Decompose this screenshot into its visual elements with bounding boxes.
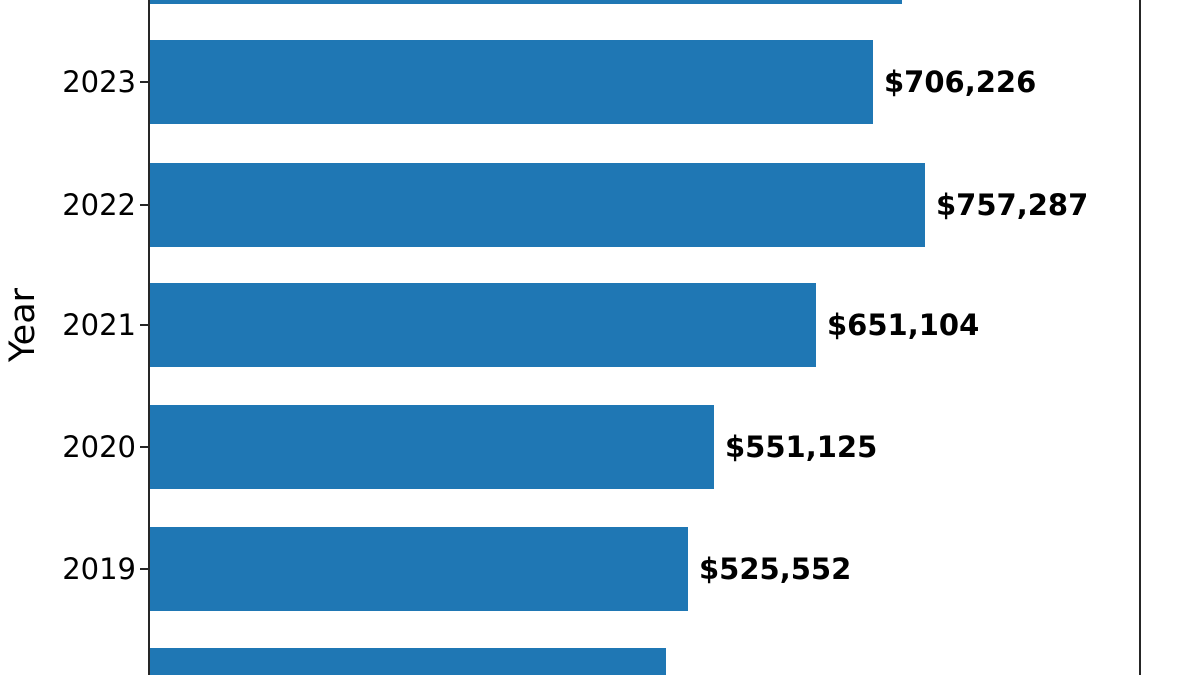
value-label-2022: $757,287: [936, 187, 1089, 222]
right-spine: [1139, 0, 1141, 675]
bar-partial: [150, 648, 666, 675]
y-tick-mark: [140, 203, 149, 206]
value-label-2019: $525,552: [699, 551, 852, 586]
bar-2020: [150, 404, 714, 489]
y-tick-mark: [140, 324, 149, 326]
y-tick-label-2020: 2020: [62, 429, 136, 464]
value-label-2021: $651,104: [827, 308, 980, 342]
value-label-2023: $706,226: [884, 65, 1037, 99]
y-tick-mark: [140, 445, 149, 448]
y-tick-label-2019: 2019: [62, 551, 136, 586]
bar-2022: [150, 162, 925, 247]
value-label-2020: $551,125: [725, 429, 878, 464]
bar-2023: [150, 40, 873, 124]
y-tick-label-2023: 2023: [62, 65, 136, 99]
y-tick-label-2021: 2021: [62, 308, 136, 342]
y-axis-spine: [148, 0, 150, 675]
y-tick-mark: [140, 567, 149, 570]
y-tick-label-2022: 2022: [62, 187, 136, 222]
bar-2021: [150, 283, 816, 367]
bar-2019: [150, 526, 688, 611]
y-tick-mark: [140, 81, 149, 83]
bar-partial: [150, 0, 902, 4]
